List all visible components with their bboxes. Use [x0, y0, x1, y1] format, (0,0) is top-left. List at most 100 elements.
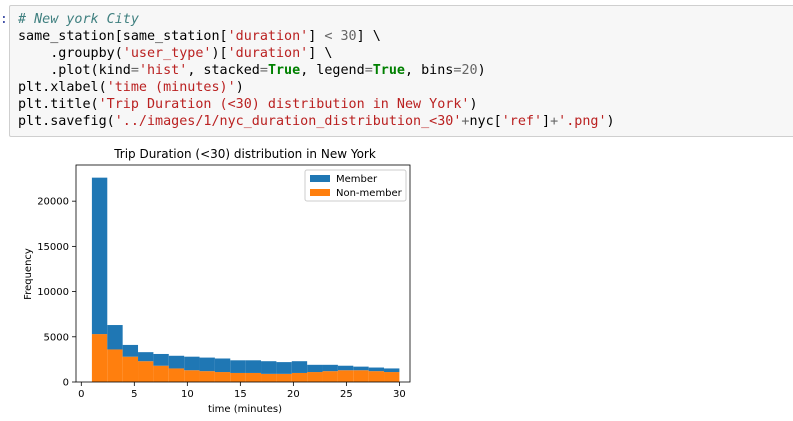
- bar-member-1: [107, 325, 123, 350]
- bar-member-12: [276, 362, 292, 374]
- code-token: ] \: [356, 29, 381, 44]
- code-token: plt.xlabel(: [18, 80, 107, 95]
- code-token: ]: [308, 29, 325, 44]
- bar-non-member-16: [337, 370, 354, 382]
- code-token: ): [469, 97, 478, 112]
- legend-swatch-member: [310, 175, 330, 182]
- code-token: , stacked: [187, 63, 260, 78]
- bar-member-16: [337, 365, 354, 371]
- bar-member-5: [168, 355, 185, 369]
- code-operator: =: [453, 63, 462, 78]
- histogram-chart: Trip Duration (<30) distribution in New …: [23, 147, 411, 415]
- code-line-3: .groupby('user_type')['duration'] \: [18, 46, 332, 61]
- code-editor[interactable]: # New york City same_station[same_statio…: [18, 11, 615, 130]
- code-number: 30: [340, 29, 357, 44]
- code-token: plt.title(: [18, 97, 99, 112]
- code-number: 20: [461, 63, 478, 78]
- code-string: 'hist': [138, 63, 188, 78]
- code-line-6: plt.title('Trip Duration (<30) distribut…: [18, 97, 478, 112]
- bar-member-14: [307, 364, 323, 373]
- bar-non-member-5: [168, 368, 185, 382]
- code-line-1: # New york City: [18, 12, 139, 27]
- code-string: 'duration': [227, 46, 309, 61]
- bar-non-member-15: [322, 371, 338, 382]
- code-token: ): [235, 80, 244, 95]
- cell-prompt: :: [0, 12, 8, 27]
- bar-member-9: [230, 360, 246, 373]
- code-token: )[: [211, 46, 228, 61]
- bar-non-member-12: [276, 373, 292, 382]
- axes-group: 0 5 10 15 20 25 30 0 5000 10000 15000 20000: [37, 164, 411, 400]
- x-tick-label: 30: [393, 389, 406, 400]
- code-operator: =: [130, 63, 139, 78]
- code-line-5: plt.xlabel('time (minutes)'): [18, 80, 244, 95]
- bar-non-member-10: [245, 372, 262, 382]
- code-token: , bins: [405, 63, 454, 78]
- code-token: ] \: [308, 46, 333, 61]
- bar-member-2: [122, 344, 139, 357]
- bar-member-7: [199, 357, 215, 372]
- code-comment: # New york City: [18, 12, 139, 27]
- bar-non-member-19: [384, 372, 400, 382]
- bar-non-member-17: [353, 370, 369, 382]
- code-keyword: True: [372, 63, 405, 78]
- bar-member-19: [384, 368, 400, 373]
- bar-non-member-2: [122, 356, 139, 382]
- code-token: .plot(kind: [18, 63, 131, 78]
- bar-non-member-13: [291, 372, 308, 382]
- code-token: plt.savefig(: [18, 114, 115, 129]
- bar-member-18: [368, 367, 385, 372]
- chart-title: Trip Duration (<30) distribution in New …: [113, 147, 376, 161]
- legend-label-member: Member: [336, 174, 378, 185]
- code-line-7: plt.savefig('../images/1/nyc_duration_di…: [18, 114, 615, 129]
- y-axis-label: Frequency: [23, 248, 34, 300]
- bar-non-member-8: [214, 372, 231, 382]
- bar-non-member-3: [138, 361, 154, 382]
- plot-frame: [75, 164, 411, 383]
- bar-non-member-14: [307, 372, 323, 382]
- bar-non-member-0: [91, 334, 108, 382]
- code-operator: +: [461, 114, 470, 129]
- bar-member-11: [261, 361, 277, 374]
- legend-label-non-member: Non-member: [336, 188, 403, 199]
- x-tick-label: 20: [287, 389, 300, 400]
- x-tick-label: 10: [181, 389, 194, 400]
- code-string: '.png': [558, 114, 607, 129]
- code-line-4: .plot(kind='hist', stacked=True, legend=…: [18, 63, 485, 78]
- bar-member-13: [291, 361, 308, 373]
- y-tick-label: 20000: [37, 197, 69, 208]
- code-string: 'time (minutes)': [106, 80, 236, 95]
- code-keyword: True: [267, 63, 301, 78]
- chart-legend: Member Non-member: [304, 169, 407, 202]
- code-token: ): [606, 114, 615, 129]
- bar-member-4: [153, 353, 169, 366]
- y-tick-label: 15000: [37, 242, 69, 253]
- code-operator: =: [364, 63, 373, 78]
- legend-box: [304, 169, 407, 202]
- bar-member-10: [245, 360, 262, 373]
- code-token: nyc[: [469, 114, 502, 129]
- code-cell[interactable]: # New york City same_station[same_statio…: [9, 5, 793, 137]
- x-tick-label: 5: [131, 389, 137, 400]
- code-token: .groupby(: [18, 46, 123, 61]
- bar-member-8: [214, 358, 231, 373]
- code-string: 'ref': [501, 114, 543, 129]
- legend-swatch-non-member: [310, 189, 330, 196]
- bar-member-3: [138, 352, 154, 362]
- bar-non-member-11: [261, 373, 277, 382]
- code-operator: +: [550, 114, 559, 129]
- x-tick-label: 15: [234, 389, 247, 400]
- code-operator: =: [259, 63, 268, 78]
- bar-non-member-18: [368, 371, 385, 382]
- x-tick-label: 0: [78, 389, 84, 400]
- code-line-2: same_station[same_station['duration'] < …: [18, 29, 381, 44]
- code-token: , legend: [300, 63, 365, 78]
- bar-non-member-7: [199, 371, 215, 382]
- x-axis-label: time (minutes): [208, 404, 282, 415]
- code-string: 'duration': [227, 29, 309, 44]
- bar-non-member-1: [107, 349, 123, 382]
- bar-non-member-6: [184, 370, 200, 382]
- bar-member-15: [322, 364, 338, 372]
- code-string: 'user_type': [122, 46, 212, 61]
- y-tick-label: 0: [63, 378, 69, 389]
